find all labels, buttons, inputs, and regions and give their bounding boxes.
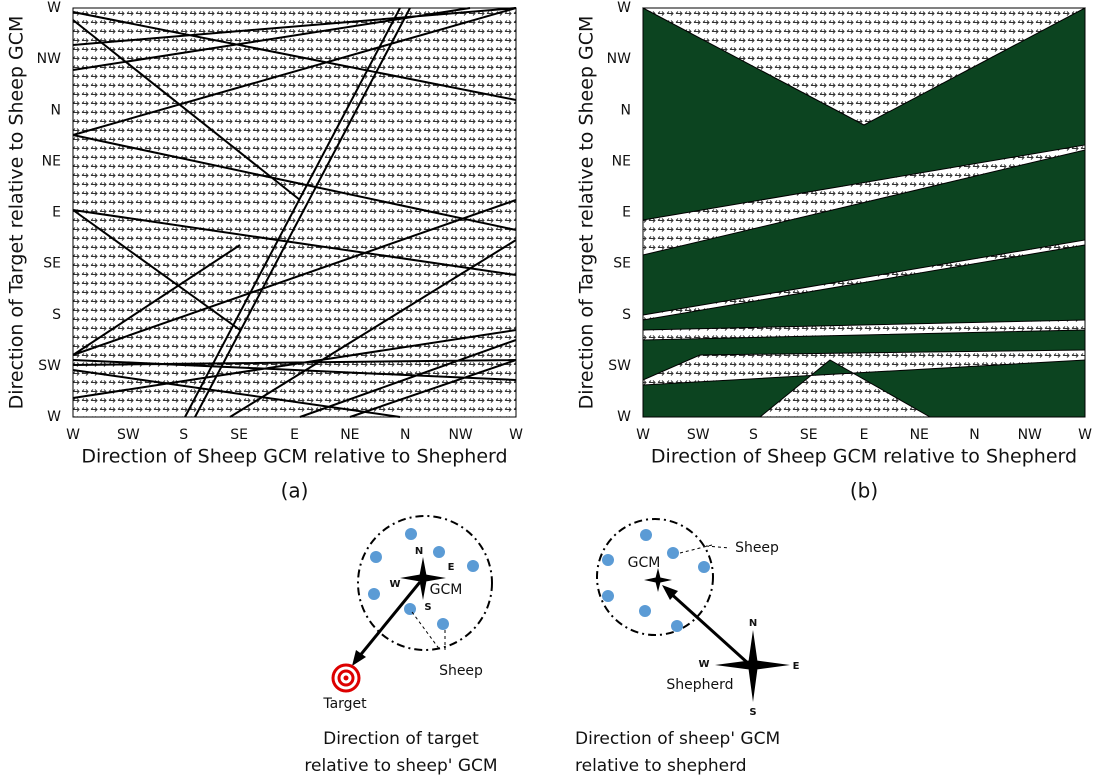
x-tick-label: E <box>860 427 869 443</box>
y-axis-title: Direction of Target relative to Sheep GC… <box>576 16 598 410</box>
y-tick-label: NE <box>42 153 61 169</box>
x-tick-label: NW <box>448 427 472 443</box>
y-tick-label: W <box>617 409 631 425</box>
panel-b <box>642 7 1086 418</box>
y-tick-label: W <box>47 409 61 425</box>
compass-n: N <box>415 546 423 557</box>
x-tick-label: W <box>509 427 523 443</box>
y-tick-label: E <box>622 205 631 221</box>
x-tick-label: N <box>969 427 979 443</box>
diagram-target <box>331 515 493 693</box>
compass-n: N <box>749 618 757 629</box>
x-tick-label: SW <box>687 427 710 443</box>
y-tick-label: S <box>52 307 61 323</box>
y-tick-label: W <box>47 0 61 16</box>
caption: Direction of sheep' GCM <box>575 729 780 749</box>
gcm-label: GCM <box>628 555 661 571</box>
panel-label: (b) <box>850 479 878 503</box>
x-tick-label: N <box>400 427 410 443</box>
panel-label: (a) <box>281 479 309 503</box>
x-axis-title: Direction of Sheep GCM relative to Sheph… <box>81 446 507 468</box>
compass-s: S <box>424 602 431 613</box>
diagram-shepherd <box>596 518 790 702</box>
compass-e: E <box>793 661 800 672</box>
x-tick-label: NW <box>1018 427 1042 443</box>
x-axis-title: Direction of Sheep GCM relative to Sheph… <box>651 446 1077 468</box>
shepherd-label: Shepherd <box>666 677 733 693</box>
compass-w: W <box>698 659 709 670</box>
x-tick-label: E <box>290 427 299 443</box>
y-tick-label: N <box>51 102 61 118</box>
y-tick-label: NE <box>612 153 631 169</box>
x-tick-label: NE <box>340 427 359 443</box>
caption: relative to sheep' GCM <box>304 756 497 776</box>
y-tick-label: SE <box>43 256 61 272</box>
sheep-label: Sheep <box>439 663 483 679</box>
target-label: Target <box>322 696 367 712</box>
x-tick-label: SE <box>230 427 248 443</box>
y-tick-label: SW <box>38 358 61 374</box>
y-tick-label: NW <box>37 51 61 67</box>
x-tick-label: S <box>179 427 188 443</box>
y-tick-label: NW <box>607 51 631 67</box>
x-tick-label: SE <box>800 427 818 443</box>
x-tick-label: W <box>66 427 80 443</box>
x-tick-label: S <box>749 427 758 443</box>
gcm-label: GCM <box>430 582 463 598</box>
caption: Direction of target <box>323 729 479 749</box>
compass-e: E <box>448 562 455 573</box>
y-tick-label: S <box>622 307 631 323</box>
panel-a <box>72 7 517 418</box>
y-tick-label: N <box>621 102 631 118</box>
y-tick-label: SE <box>613 256 631 272</box>
sheep-label: Sheep <box>735 540 779 556</box>
x-tick-label: NE <box>910 427 929 443</box>
x-tick-label: SW <box>117 427 140 443</box>
caption: relative to shepherd <box>575 756 747 776</box>
y-tick-label: E <box>52 205 61 221</box>
y-tick-label: W <box>617 0 631 16</box>
x-tick-label: W <box>636 427 650 443</box>
y-tick-label: SW <box>608 358 631 374</box>
compass-w: W <box>389 579 400 590</box>
x-tick-label: W <box>1078 427 1092 443</box>
compass-s: S <box>749 707 756 718</box>
y-axis-title: Direction of Target relative to Sheep GC… <box>6 16 28 410</box>
